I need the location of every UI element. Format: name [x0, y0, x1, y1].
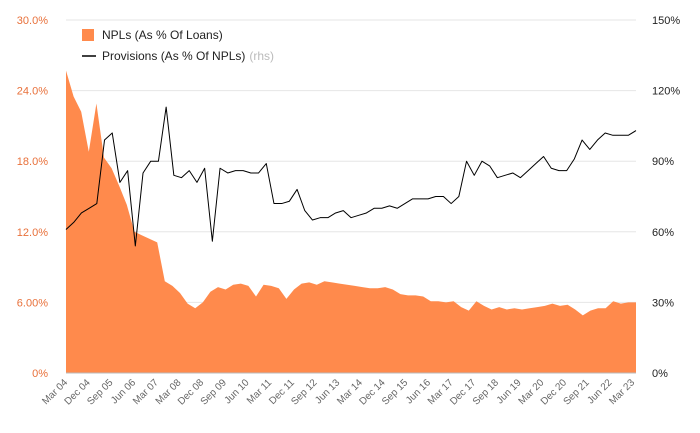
npl-area — [66, 70, 636, 373]
right-tick-label: 90% — [652, 156, 674, 168]
x-tick-label: Mar 23 — [607, 377, 637, 407]
left-tick-label: 6.00% — [17, 297, 48, 309]
legend-label-provisions-main: Provisions (As % Of NPLs) — [102, 49, 245, 63]
left-tick-label: 18.0% — [17, 156, 48, 168]
left-tick-label: 12.0% — [17, 227, 48, 239]
right-axis-ticks: 0% 30% 60% 90% 120% 150% — [652, 15, 680, 380]
x-tick-label: Sep 21 — [562, 377, 592, 407]
x-tick-label: Sep 18 — [471, 377, 501, 407]
legend-label-provisions-suffix: (rhs) — [249, 49, 274, 63]
legend: NPLs (As % Of Loans) Provisions (As % Of… — [82, 28, 274, 63]
gridlines — [66, 19, 636, 303]
right-tick-label: 120% — [652, 86, 680, 98]
legend-swatch-npls — [82, 29, 94, 41]
x-tick-label: Sep 09 — [199, 377, 229, 407]
legend-label-provisions: Provisions (As % Of NPLs) (rhs) — [102, 49, 274, 63]
right-tick-label: 150% — [652, 15, 680, 27]
x-tick-label: Sep 05 — [85, 377, 115, 407]
x-tick-label: Sep 15 — [380, 377, 410, 407]
left-tick-label: 0% — [32, 368, 48, 380]
right-tick-label: 0% — [652, 368, 668, 380]
provisions-line-layer — [65, 106, 637, 247]
legend-label-npls: NPLs (As % Of Loans) — [102, 28, 223, 42]
provisions-line — [65, 106, 637, 247]
right-tick-label: 60% — [652, 227, 674, 239]
right-tick-label: 30% — [652, 297, 674, 309]
npl-area-layer — [66, 70, 636, 373]
left-tick-label: 30.0% — [17, 15, 48, 27]
x-tick-label: Sep 12 — [289, 377, 319, 407]
left-tick-label: 24.0% — [17, 86, 48, 98]
left-axis-ticks: 0% 6.00% 12.0% 18.0% 24.0% 30.0% — [17, 15, 48, 380]
